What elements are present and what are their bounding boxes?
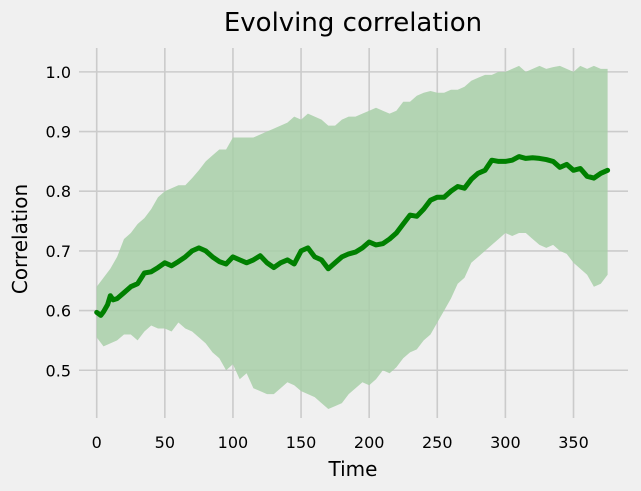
x-axis-title: Time [328,457,378,481]
chart-title: Evolving correlation [224,8,482,38]
confidence-band-area [96,65,608,410]
correlation-line [94,154,611,318]
y-tick-label: 0.5 [46,361,71,380]
correlation-line-group [94,154,611,318]
x-tick-label: 100 [218,433,249,452]
y-tick-label: 0.6 [46,302,71,321]
x-tick-label: 350 [558,433,589,452]
y-tick-label: 0.7 [46,242,71,261]
x-tick-label: 250 [422,433,453,452]
x-tick-label: 200 [354,433,385,452]
y-tick-label: 0.9 [46,123,71,142]
y-tick-label: 0.8 [46,182,71,201]
x-tick-label: 0 [92,433,102,452]
x-tick-label: 150 [286,433,317,452]
y-axis-title: Correlation [8,184,32,294]
x-tick-label: 50 [155,433,175,452]
confidence-band [96,65,608,410]
y-tick-labels: 0.5 0.6 0.7 0.8 0.9 1.0 [46,63,71,380]
y-tick-label: 1.0 [46,63,71,82]
x-tick-label: 300 [490,433,521,452]
x-tick-labels: 0 50 100 150 200 250 300 350 [92,433,589,452]
